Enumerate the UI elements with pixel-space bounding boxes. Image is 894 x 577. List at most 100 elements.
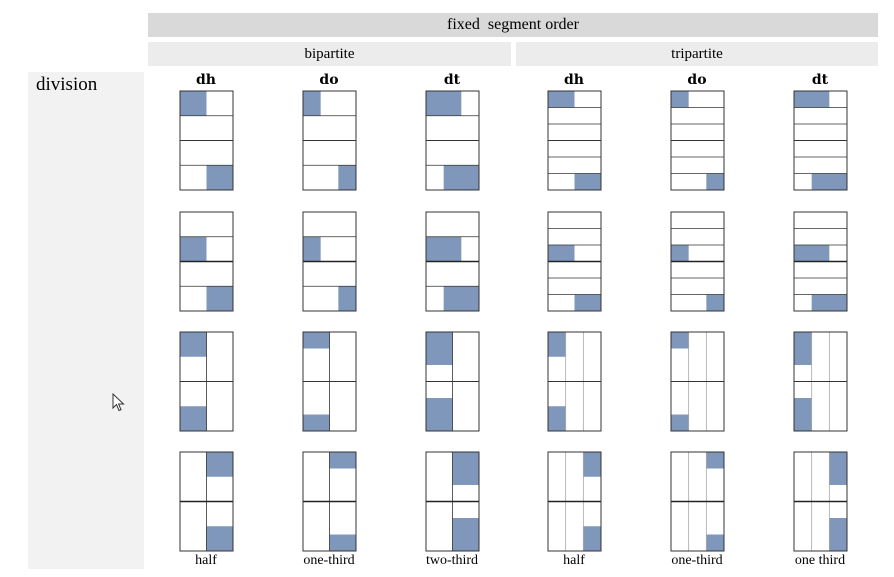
highlight-bar (811, 173, 847, 190)
highlight-bar (583, 452, 601, 477)
highlight-bar (338, 286, 356, 311)
cell-r3-c4 (670, 451, 725, 552)
column-abbr-0: dh (196, 72, 216, 88)
diagram-title: fixed segment order (447, 16, 579, 33)
cell-frame (793, 90, 848, 191)
highlight-bar (329, 534, 356, 551)
highlight-bar (548, 245, 575, 262)
cell-frame (179, 90, 234, 191)
column-footer-3: half (563, 553, 585, 568)
highlight-bar (452, 518, 479, 551)
highlight-bar (303, 236, 321, 262)
highlight-bar (180, 91, 207, 116)
column-abbr-4: do (687, 72, 707, 88)
highlight-bar (548, 406, 566, 431)
cell-frame (302, 90, 357, 191)
column-abbr-3: dh (564, 72, 584, 88)
cell-frame (547, 90, 602, 191)
cell-frame (425, 211, 480, 312)
highlight-bar (706, 294, 724, 311)
highlight-bar (206, 526, 233, 551)
cell-r3-c0 (179, 451, 234, 552)
highlight-bar (671, 91, 689, 108)
highlight-bar (706, 452, 724, 469)
highlight-bar (548, 91, 575, 108)
cell-frame (670, 90, 725, 191)
column-footer-1: one-third (303, 553, 355, 568)
highlight-bar (443, 286, 479, 311)
cell-r1-c4 (670, 211, 725, 312)
side-panel: division (28, 72, 144, 569)
cell-frame (547, 211, 602, 312)
cell-r2-c2 (425, 331, 480, 432)
cell-frame (547, 451, 602, 552)
cell-r0-c3 (547, 90, 602, 191)
highlight-bar (829, 452, 847, 485)
cell-frame (302, 331, 357, 432)
cell-r0-c0 (179, 90, 234, 191)
cell-r0-c1 (302, 90, 357, 191)
group-header-bipartite: bipartite (148, 42, 511, 66)
cell-r0-c2 (425, 90, 480, 191)
highlight-bar (548, 332, 566, 357)
cell-r2-c0 (179, 331, 234, 432)
cell-r3-c3 (547, 451, 602, 552)
cell-r0-c4 (670, 90, 725, 191)
column-footer-4: one-third (671, 553, 723, 568)
highlight-bar (206, 452, 233, 477)
highlight-bar (794, 245, 830, 262)
highlight-bar (671, 245, 689, 262)
cell-r1-c2 (425, 211, 480, 312)
highlight-bar (329, 452, 356, 469)
column-abbr-5: dt (811, 72, 829, 88)
highlight-bar (426, 332, 453, 365)
highlight-bar (443, 165, 479, 190)
cell-r3-c2 (425, 451, 480, 552)
highlight-bar (794, 91, 830, 108)
cell-r3-c1 (302, 451, 357, 552)
highlight-bar (829, 518, 847, 551)
highlight-bar (811, 294, 847, 311)
cell-r1-c1 (302, 211, 357, 312)
group-label-bipartite: bipartite (304, 45, 355, 62)
cell-r1-c3 (547, 211, 602, 312)
highlight-bar (706, 173, 724, 190)
cell-frame (793, 451, 848, 552)
cell-frame (302, 211, 357, 312)
column-footer-5: one third (794, 553, 846, 568)
column-abbr-1: do (319, 72, 339, 88)
group-label-tripartite: tripartite (671, 45, 723, 62)
cell-r2-c5 (793, 331, 848, 432)
cell-frame (793, 211, 848, 312)
highlight-bar (671, 332, 689, 349)
highlight-bar (206, 165, 233, 190)
highlight-bar (794, 398, 812, 431)
cell-frame (670, 451, 725, 552)
cell-frame (793, 331, 848, 432)
highlight-bar (671, 414, 689, 431)
cell-r3-c5 (793, 451, 848, 552)
cell-frame (179, 451, 234, 552)
side-label: division (36, 74, 98, 95)
group-header-tripartite: tripartite (516, 42, 878, 66)
cell-r1-c5 (793, 211, 848, 312)
cell-frame (179, 211, 234, 312)
highlight-bar (303, 332, 330, 349)
highlight-bar (426, 398, 453, 431)
highlight-bar (180, 236, 207, 262)
cell-frame (547, 331, 602, 432)
highlight-bar (206, 286, 233, 311)
cell-r0-c5 (793, 90, 848, 191)
highlight-bar (303, 91, 321, 116)
highlight-bar (303, 414, 330, 431)
cell-frame (670, 211, 725, 312)
cell-frame (425, 331, 480, 432)
highlight-bar (452, 452, 479, 485)
column-footer-0: half (195, 553, 217, 568)
mouse-pointer-icon (112, 393, 125, 412)
cell-frame (670, 331, 725, 432)
highlight-bar (574, 173, 601, 190)
cell-r2-c4 (670, 331, 725, 432)
highlight-bar (180, 332, 207, 357)
title-bar: fixed segment order (148, 13, 878, 37)
